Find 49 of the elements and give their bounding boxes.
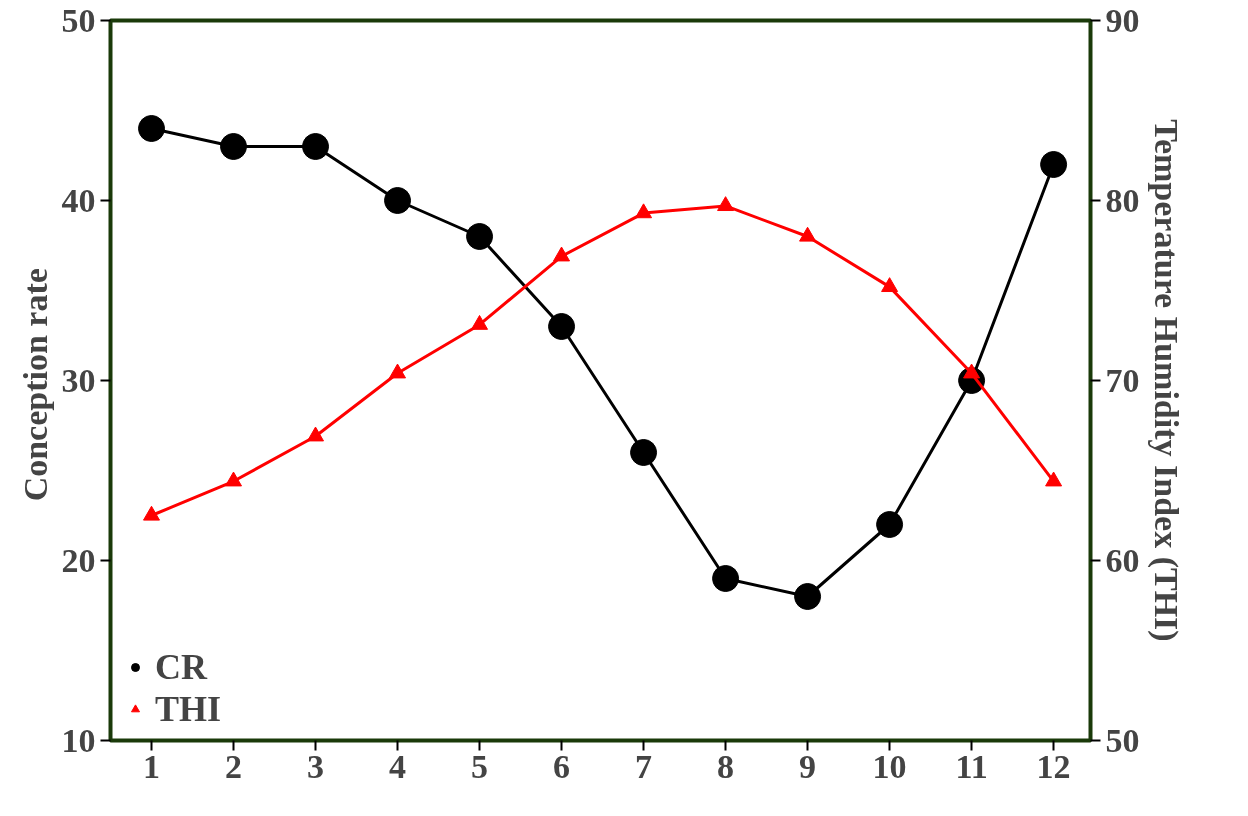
y2-tick-label: 70: [1105, 361, 1140, 399]
y2-tick-label: 60: [1105, 541, 1140, 579]
point: [794, 583, 822, 610]
point: [548, 313, 576, 340]
x-tick-label: 12: [1036, 747, 1071, 785]
point: [220, 133, 248, 160]
point: [466, 223, 494, 250]
point: [1045, 471, 1063, 487]
x-tick-label: 8: [717, 747, 735, 785]
y2-tick-label: 50: [1105, 721, 1140, 759]
point: [225, 471, 243, 487]
point: [717, 196, 735, 212]
y-tick-label: 40: [61, 181, 96, 219]
point: [799, 226, 817, 242]
x-tick-label: 1: [143, 747, 160, 785]
point: [635, 203, 653, 219]
y-tick-label: 50: [61, 1, 96, 39]
x-tick-label: 4: [389, 747, 407, 785]
point: [553, 246, 571, 262]
point: [876, 511, 904, 538]
legend-label: CR: [155, 646, 207, 688]
x-tick-label: 9: [799, 747, 817, 785]
point: [389, 363, 407, 379]
point: [302, 133, 330, 160]
y-axis-title: Conception rate: [16, 268, 54, 502]
point: [143, 505, 160, 521]
y-tick-label: 30: [61, 361, 96, 399]
legend-label: THI: [155, 688, 222, 730]
point: [138, 115, 165, 142]
point: [881, 277, 899, 293]
y2-axis-title: Temperature Humidity Index (THI): [1146, 119, 1185, 642]
x-tick-label: 3: [307, 747, 325, 785]
x-tick-label: 2: [225, 747, 243, 785]
y2-tick-label: 80: [1105, 181, 1140, 219]
x-tick-label: 11: [955, 747, 988, 785]
point: [307, 426, 325, 442]
y-tick-label: 10: [61, 721, 96, 759]
x-tick-label: 5: [471, 747, 489, 785]
y2-tick-label: 90: [1105, 1, 1140, 39]
point: [630, 439, 658, 466]
point: [471, 314, 489, 330]
x-tick-label: 10: [872, 747, 907, 785]
point: [1040, 151, 1068, 178]
point: [712, 565, 740, 592]
y-tick-label: 20: [61, 541, 96, 579]
point: [384, 187, 412, 214]
x-tick-label: 7: [635, 747, 653, 785]
x-tick-label: 6: [553, 747, 571, 785]
point: [963, 363, 981, 379]
